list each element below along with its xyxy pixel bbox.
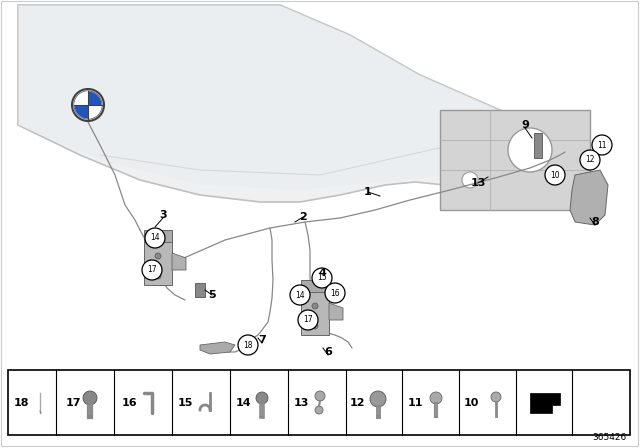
Text: 6: 6 [324,347,332,357]
Text: 8: 8 [591,217,599,227]
Circle shape [315,406,323,414]
Circle shape [370,391,386,407]
Polygon shape [329,303,343,320]
Circle shape [430,392,442,404]
Circle shape [238,335,258,355]
Polygon shape [18,5,590,210]
Circle shape [256,392,268,404]
Text: 17: 17 [66,398,81,408]
Text: 7: 7 [258,335,266,345]
Text: 14: 14 [236,398,252,408]
Circle shape [315,391,325,401]
Text: 13: 13 [470,178,486,188]
Bar [534,133,542,158]
Bar [301,280,329,292]
Text: 11: 11 [408,398,424,408]
Circle shape [491,392,501,402]
Circle shape [580,150,600,170]
Circle shape [298,310,318,330]
Text: 15: 15 [178,398,193,408]
Bar [8,370,630,435]
Text: 16: 16 [122,398,138,408]
Wedge shape [74,105,88,119]
Text: 12: 12 [585,155,595,164]
Text: 365426: 365426 [593,433,627,442]
Circle shape [592,135,612,155]
Bar [195,283,205,297]
Text: 10: 10 [550,171,560,180]
Circle shape [290,285,310,305]
Circle shape [155,253,161,259]
Text: 11: 11 [597,141,607,150]
Text: 17: 17 [303,315,313,324]
Text: 5: 5 [208,290,216,300]
Circle shape [155,273,161,279]
Wedge shape [88,91,102,105]
Text: 18: 18 [243,340,253,349]
Circle shape [462,172,478,188]
Circle shape [545,165,565,185]
Text: 14: 14 [150,233,160,242]
Text: 16: 16 [330,289,340,297]
Polygon shape [530,393,560,413]
Circle shape [74,91,102,119]
Circle shape [312,268,332,288]
Circle shape [312,323,318,329]
Text: 13: 13 [294,398,309,408]
Text: 15: 15 [317,273,327,283]
Text: 2: 2 [299,212,307,222]
Wedge shape [88,105,102,119]
Circle shape [83,391,97,405]
Text: 1: 1 [364,187,372,197]
Wedge shape [74,91,88,105]
Text: 17: 17 [147,266,157,275]
Bar [144,240,172,285]
Polygon shape [200,342,235,354]
Circle shape [325,283,345,303]
Text: 18: 18 [14,398,29,408]
Polygon shape [172,253,186,270]
Circle shape [312,303,318,309]
Text: 10: 10 [464,398,479,408]
Bar [301,290,329,335]
Polygon shape [570,170,608,225]
Text: 9: 9 [521,120,529,130]
Circle shape [72,89,104,121]
Bar [144,230,172,242]
Circle shape [142,260,162,280]
Text: 3: 3 [159,210,167,220]
Text: 12: 12 [350,398,365,408]
Circle shape [508,128,552,172]
Circle shape [145,228,165,248]
Text: 14: 14 [295,290,305,300]
Polygon shape [18,5,500,190]
Bar [440,110,590,210]
Text: 4: 4 [318,268,326,278]
